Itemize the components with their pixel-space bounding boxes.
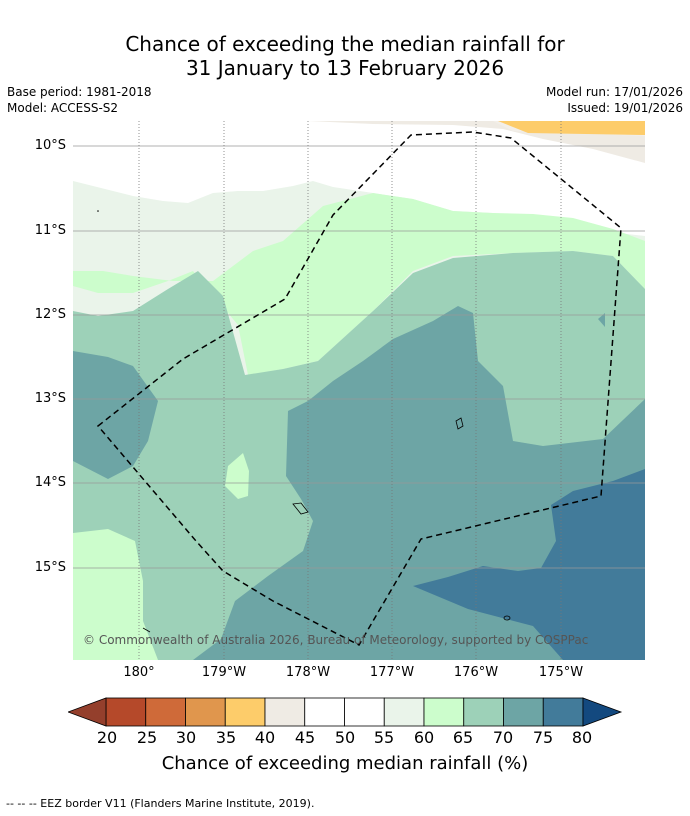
colorbar-cell [463, 697, 504, 727]
lat-label-14s: 14°S [34, 475, 66, 490]
lon-label-179w: 179°W [201, 665, 247, 680]
colorbar-cell [304, 697, 345, 727]
base-period: Base period: 1981-2018 [7, 85, 152, 99]
contour-75-80 [413, 469, 645, 660]
model-name: Model: ACCESS-S2 [7, 101, 119, 115]
lat-label-12s: 12°S [34, 307, 66, 322]
island-5 [97, 210, 99, 212]
rainfall-map [73, 121, 645, 660]
colorbar-cell [224, 697, 266, 727]
chart-title: Chance of exceeding the median rainfall … [0, 32, 690, 80]
lon-label-178w: 178°W [285, 665, 331, 680]
colorbar-tick: 55 [373, 728, 395, 747]
colorbar-cell [105, 697, 147, 727]
colorbar-tick: 30 [175, 728, 197, 747]
contour-70-75-dot [598, 313, 605, 327]
lat-label-15s: 15°S [34, 560, 66, 575]
lon-label-180: 180° [123, 665, 155, 680]
colorbar-svg [66, 697, 623, 727]
contour-35-40 [498, 121, 645, 135]
colorbar [66, 696, 624, 732]
colorbar-tick: 45 [294, 728, 316, 747]
issued-date: Issued: 19/01/2026 [567, 101, 683, 115]
title-line-2: 31 January to 13 February 2026 [185, 56, 505, 80]
contour-60-65 [73, 193, 645, 375]
map-svg [73, 121, 645, 660]
lat-gridlines [73, 145, 645, 569]
colorbar-cell [542, 697, 584, 727]
lat-label-11s: 11°S [34, 223, 66, 238]
colorbar-tick: 50 [334, 728, 356, 747]
colorbar-under-arrow [66, 697, 107, 727]
contour-70-75-west [73, 351, 158, 479]
contour-45-55 [73, 121, 645, 236]
lat-label-13s: 13°S [34, 391, 66, 406]
colorbar-cell [264, 697, 306, 727]
colorbar-tick: 70 [492, 728, 514, 747]
colorbar-tick: 80 [571, 728, 593, 747]
island-2 [292, 502, 309, 515]
title-line-1: Chance of exceeding the median rainfall … [125, 32, 565, 56]
colorbar-cell [423, 697, 465, 727]
colorbar-tick: 20 [96, 728, 118, 747]
eez-legend-footnote: -- -- -- EEZ border V11 (Flanders Marine… [6, 797, 315, 810]
colorbar-cells [105, 697, 584, 727]
contour-60-65-island [225, 453, 249, 499]
colorbar-cell [145, 697, 186, 727]
colorbar-cell [344, 697, 385, 727]
copyright-notice: © Commonwealth of Australia 2026, Bureau… [83, 633, 589, 647]
contour-60-65-sw [73, 529, 158, 660]
lon-label-176w: 176°W [453, 665, 499, 680]
island-1 [455, 417, 464, 430]
lon-label-175w: 175°W [538, 665, 584, 680]
colorbar-tick: 60 [413, 728, 435, 747]
colorbar-tick: 65 [452, 728, 474, 747]
colorbar-label: Chance of exceeding median rainfall (%) [161, 753, 529, 774]
colorbar-cell [503, 697, 544, 727]
island-3 [503, 615, 511, 621]
colorbar-tick: 35 [215, 728, 237, 747]
colorbar-cell [383, 697, 425, 727]
colorbar-tick: 25 [136, 728, 158, 747]
colorbar-tick: 40 [254, 728, 276, 747]
colorbar-cell [185, 697, 226, 727]
island-4 [142, 627, 151, 633]
lon-label-177w: 177°W [369, 665, 415, 680]
colorbar-over-arrow [582, 697, 623, 727]
model-run: Model run: 17/01/2026 [545, 85, 683, 99]
lat-label-10s: 10°S [34, 138, 66, 153]
colorbar-tick: 75 [532, 728, 554, 747]
